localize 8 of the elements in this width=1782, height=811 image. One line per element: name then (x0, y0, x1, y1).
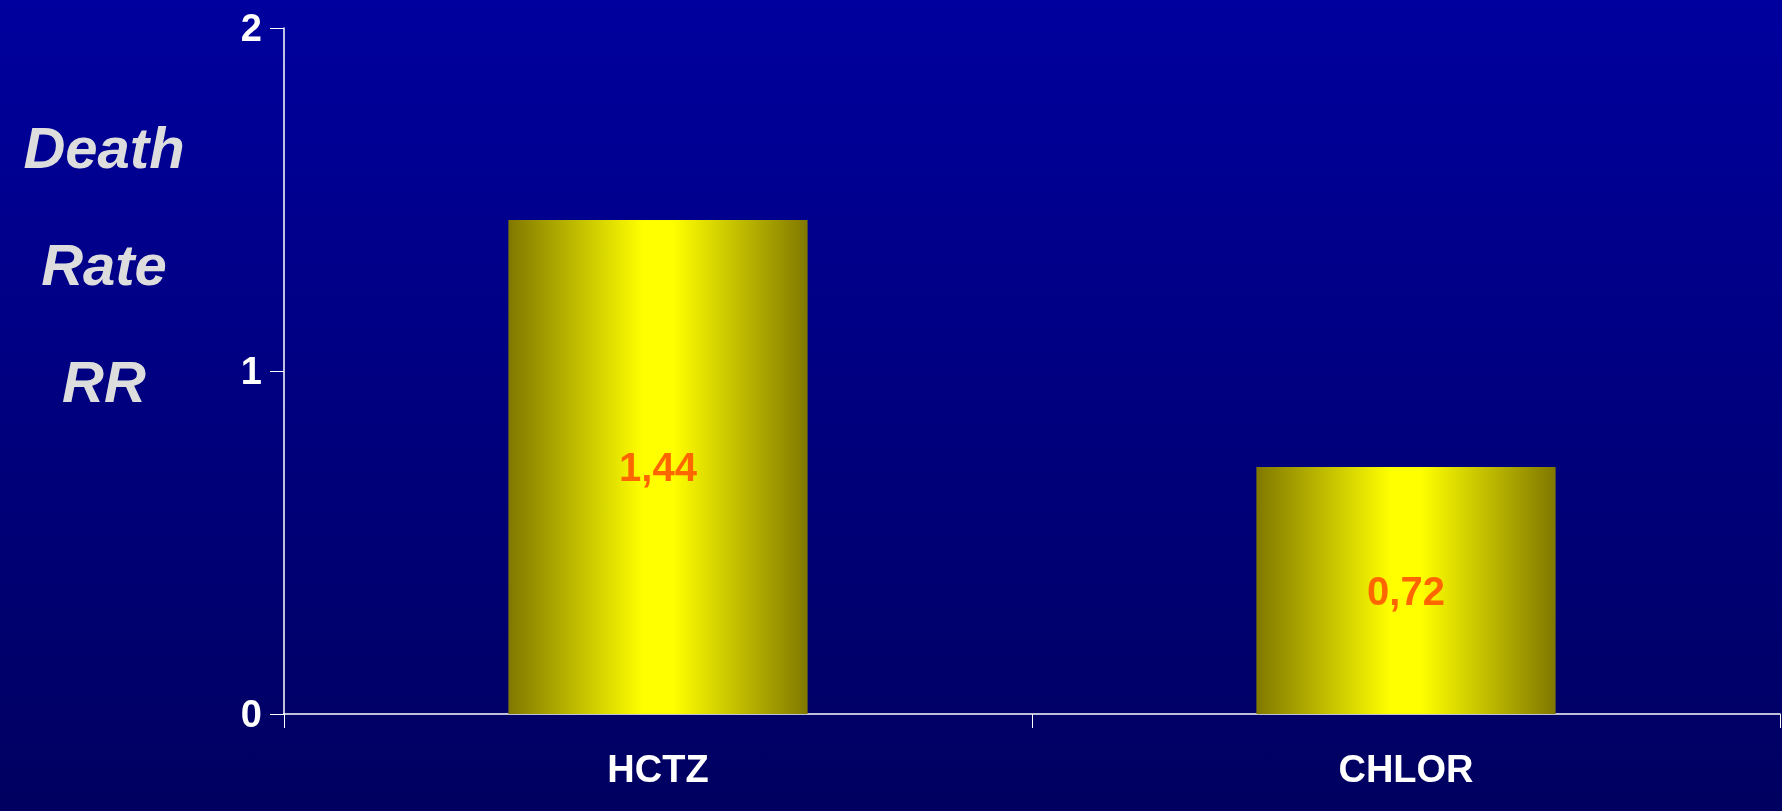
y-tick-label: 0 (240, 693, 262, 735)
y-tick-label: 1 (240, 350, 262, 392)
data-label: 1,44 (619, 445, 698, 490)
x-tick-label: HCTZ (607, 748, 709, 790)
y-axis-title: Death Rate RR (23, 114, 185, 414)
data-label: 0,72 (1367, 568, 1445, 613)
x-tick-label: CHLOR (1338, 748, 1474, 790)
y-tick-label: 2 (240, 7, 262, 49)
